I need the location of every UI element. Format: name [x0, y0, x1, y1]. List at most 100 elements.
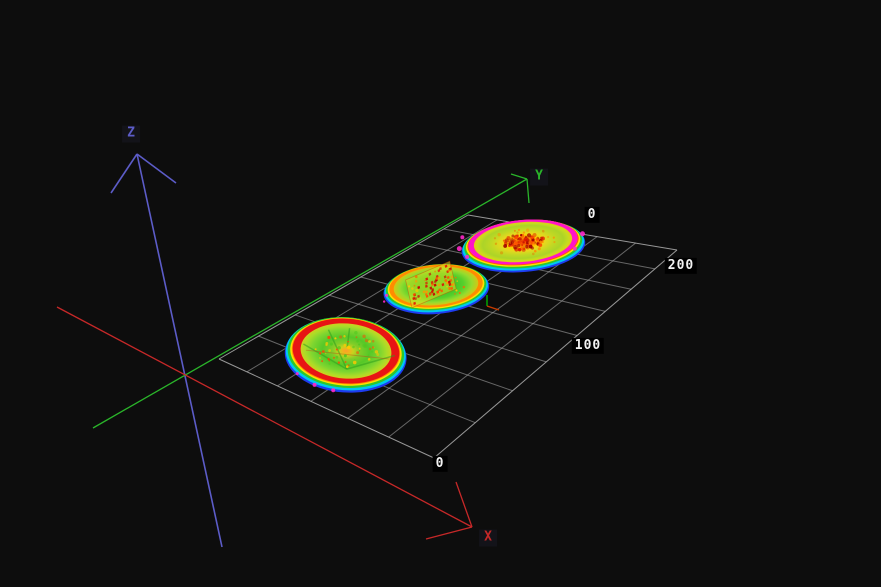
matrix-code-dot	[428, 292, 432, 297]
surface-speckle	[531, 252, 535, 256]
surface-speckle	[533, 249, 537, 253]
surface-speckle	[356, 351, 360, 355]
disc-middle[interactable]	[380, 258, 491, 319]
surface-speckle	[335, 348, 338, 351]
surface-speckle	[328, 349, 331, 352]
surface-speckle	[520, 242, 523, 245]
matrix-code-dot	[451, 282, 455, 287]
surface-speckle	[411, 287, 414, 290]
matrix-code-dot	[431, 288, 435, 292]
disc-far-right[interactable]	[455, 215, 588, 278]
surface-speckle	[367, 358, 371, 361]
surface-speckle	[532, 233, 537, 238]
x-axis-line	[56, 306, 473, 528]
surface-speckle	[525, 244, 529, 249]
surface-speckle	[314, 348, 317, 351]
surface-speckle	[353, 359, 356, 361]
surface-speckle	[374, 350, 379, 354]
matrix-code-dot	[446, 281, 449, 285]
surface-speckle	[497, 232, 501, 237]
reference-grid	[218, 214, 678, 459]
surface-speckle	[539, 240, 543, 244]
matrix-code-dot	[435, 276, 438, 281]
surface-speckle	[499, 251, 504, 255]
surface-speckle	[434, 270, 437, 273]
matrix-code-dot	[412, 292, 416, 297]
y-axis-arrowhead	[526, 178, 530, 204]
surface-speckle	[444, 279, 448, 282]
disc-groove-line	[346, 354, 396, 370]
surface-speckle	[334, 337, 337, 340]
surface-speckle	[376, 353, 380, 357]
surface-speckle	[329, 342, 333, 346]
surface-speckle	[367, 354, 370, 356]
matrix-code-dot	[440, 289, 444, 293]
surface-speckle	[346, 345, 351, 350]
matrix-code-dot	[414, 279, 418, 283]
matrix-code-dot	[430, 290, 434, 294]
surface-speckle	[511, 243, 514, 247]
surface-speckle	[513, 229, 516, 232]
z-axis-arrowhead	[136, 153, 177, 184]
matrix-code-dot	[425, 277, 429, 281]
surface-speckle	[525, 228, 530, 232]
matrix-code-dot	[428, 272, 432, 276]
surface-speckle	[347, 340, 349, 343]
surface-speckle	[358, 347, 361, 350]
surface-speckle	[513, 244, 518, 250]
matrix-code-dot	[437, 283, 441, 287]
surface-speckle	[538, 243, 543, 248]
surface-speckle	[363, 344, 368, 348]
surface-speckle	[371, 339, 375, 343]
matrix-code-dot	[417, 285, 421, 290]
surface-speckle	[502, 239, 505, 242]
surface-speckle	[424, 279, 426, 282]
surface-speckle	[446, 285, 448, 288]
matrix-code-dot	[425, 281, 428, 285]
surface-speckle	[517, 241, 520, 244]
origin-gizmo	[486, 295, 500, 311]
surface-speckle	[528, 244, 533, 249]
matrix-code-dot	[417, 294, 420, 299]
surface-speckle	[362, 343, 367, 348]
matrix-code-dot	[448, 269, 451, 273]
surface-speckle	[358, 343, 361, 346]
surface-speckle	[337, 346, 341, 350]
disc-near-left[interactable]	[282, 313, 409, 397]
surface-speckle	[321, 360, 324, 363]
surface-speckle	[343, 335, 346, 338]
matrix-code-dot	[438, 288, 442, 292]
surface-speckle	[454, 276, 457, 279]
y-axis-line	[92, 178, 528, 429]
surface-speckle	[515, 236, 519, 240]
surface-speckle	[368, 340, 371, 343]
surface-speckle	[450, 283, 453, 286]
surface-speckle	[531, 238, 535, 242]
matrix-code-dot	[432, 292, 436, 296]
z-axis-line	[136, 153, 223, 548]
surface-speckle	[339, 335, 343, 339]
peak-speckle	[385, 293, 389, 297]
surface-speckle	[354, 331, 358, 335]
matrix-code-dot	[433, 279, 437, 284]
surface-speckle	[358, 350, 361, 352]
surface-speckle	[462, 285, 466, 289]
matrix-code-dot	[437, 276, 441, 280]
surface-speckle	[537, 247, 541, 251]
surface-speckle	[325, 341, 329, 345]
surface-speckle	[525, 241, 529, 245]
surface-speckle	[454, 293, 456, 295]
surface-speckle	[455, 289, 458, 292]
y-axis-arrowhead	[510, 173, 528, 180]
surface-speckle	[508, 240, 511, 243]
surface-speckle	[506, 236, 511, 240]
surface-speckle	[512, 239, 516, 242]
disc-far-right-surface	[473, 221, 573, 263]
surface-speckle	[364, 339, 369, 343]
surface-speckle	[371, 346, 375, 349]
matrix-code-dot	[413, 301, 416, 306]
matrix-code-dot	[443, 275, 447, 279]
surface-speckle	[541, 240, 544, 243]
matrix-code-dot	[433, 283, 437, 287]
